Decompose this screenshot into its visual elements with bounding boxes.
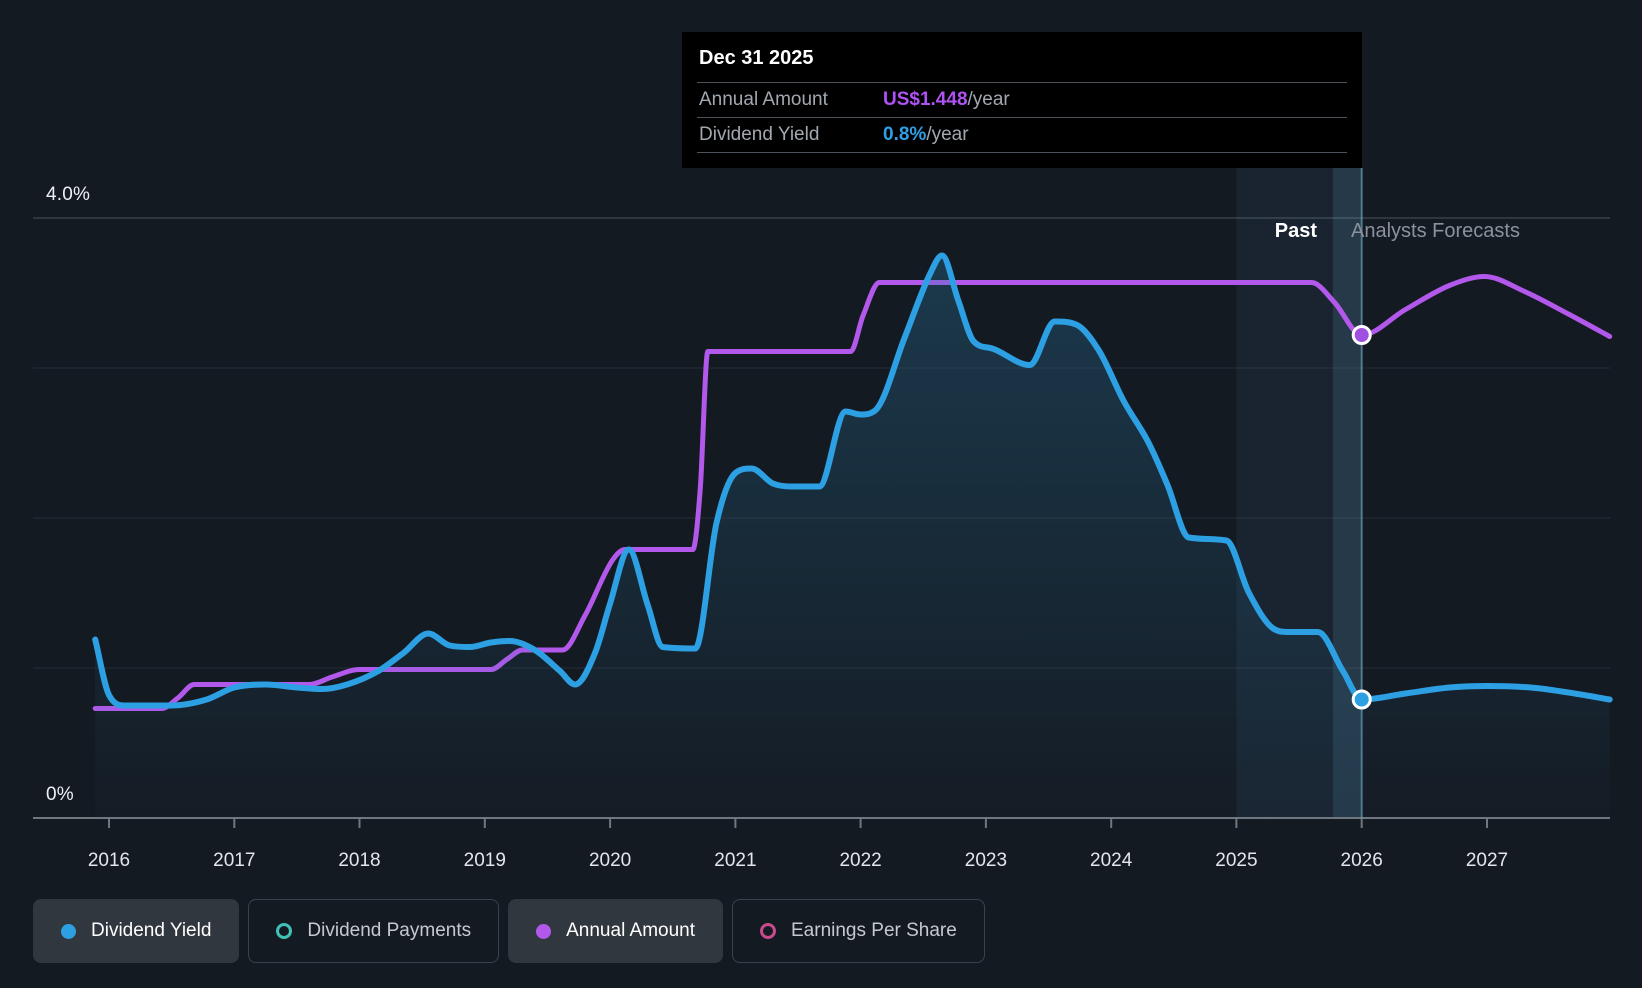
x-axis-label-2025: 2025 bbox=[1215, 850, 1258, 871]
past-section-label: Past bbox=[1274, 220, 1317, 242]
y-axis-label-4.0%: 4.0% bbox=[46, 184, 91, 205]
tooltip-divider bbox=[697, 152, 1347, 153]
dividend-yield-line bbox=[92, 252, 1613, 709]
tooltip-row-annual-amount: Annual Amount US$1.448 /year bbox=[699, 82, 1347, 117]
x-axis-label-2020: 2020 bbox=[588, 850, 632, 871]
legend-label: Earnings Per Share bbox=[791, 920, 957, 941]
x-axis-label-2017: 2017 bbox=[213, 850, 256, 871]
legend-toggle-dividend-payments[interactable]: Dividend Payments bbox=[248, 899, 500, 963]
outline-circle-icon bbox=[760, 923, 776, 939]
x-axis-label-2019: 2019 bbox=[463, 850, 506, 871]
tooltip-divider bbox=[697, 82, 1347, 83]
tooltip-label-dividend-yield: Dividend Yield bbox=[699, 123, 820, 145]
x-axis-label-2016: 2016 bbox=[87, 850, 131, 871]
legend-toggle-earnings-per-share[interactable]: Earnings Per Share bbox=[732, 899, 985, 963]
endpoint-dot-dividend-yield[interactable] bbox=[1351, 689, 1372, 710]
x-axis-label-2022: 2022 bbox=[839, 850, 882, 871]
dividend-yield-area-fill bbox=[95, 255, 1610, 818]
x-axis-label-2021: 2021 bbox=[714, 850, 757, 871]
tooltip-suffix-annual-amount: /year bbox=[967, 88, 1010, 110]
legend-bar: Dividend Yield Dividend Payments Annual Am… bbox=[33, 899, 985, 963]
tooltip-value-dividend-yield: 0.8% bbox=[883, 123, 927, 145]
y-axis-label-0%: 0% bbox=[46, 784, 74, 805]
x-axis-label-2026: 2026 bbox=[1340, 850, 1383, 871]
tooltip-value-annual-amount: US$1.448 bbox=[883, 88, 968, 110]
x-axis-label-2027: 2027 bbox=[1465, 850, 1509, 871]
analysts-forecasts-section-label: Analysts Forecasts bbox=[1351, 220, 1520, 242]
tooltip-label-annual-amount: Annual Amount bbox=[699, 88, 828, 110]
x-axis-label-2018: 2018 bbox=[338, 850, 381, 871]
tooltip-suffix-dividend-yield: /year bbox=[926, 123, 969, 145]
legend-label: Annual Amount bbox=[566, 920, 695, 941]
outline-circle-icon bbox=[276, 923, 293, 939]
tooltip-divider bbox=[697, 117, 1347, 118]
legend-label: Dividend Payments bbox=[307, 920, 472, 941]
x-axis-label-2023: 2023 bbox=[964, 850, 1008, 871]
endpoint-dot-annual-amount[interactable] bbox=[1351, 325, 1372, 345]
filled-dot-icon bbox=[61, 923, 76, 939]
legend-toggle-annual-amount[interactable]: Annual Amount bbox=[508, 899, 723, 963]
tooltip-date-title: Dec 31 2025 bbox=[699, 47, 814, 69]
hover-tooltip: Dec 31 2025 Annual Amount US$1.448 /year… bbox=[682, 32, 1362, 168]
legend-label: Dividend Yield bbox=[91, 920, 212, 941]
tooltip-row-dividend-yield: Dividend Yield 0.8% /year bbox=[699, 117, 1347, 152]
legend-toggle-dividend-yield[interactable]: Dividend Yield bbox=[33, 899, 240, 963]
filled-dot-icon bbox=[536, 923, 552, 939]
x-axis-label-2024: 2024 bbox=[1090, 850, 1133, 871]
annual-amount-line bbox=[92, 274, 1613, 712]
